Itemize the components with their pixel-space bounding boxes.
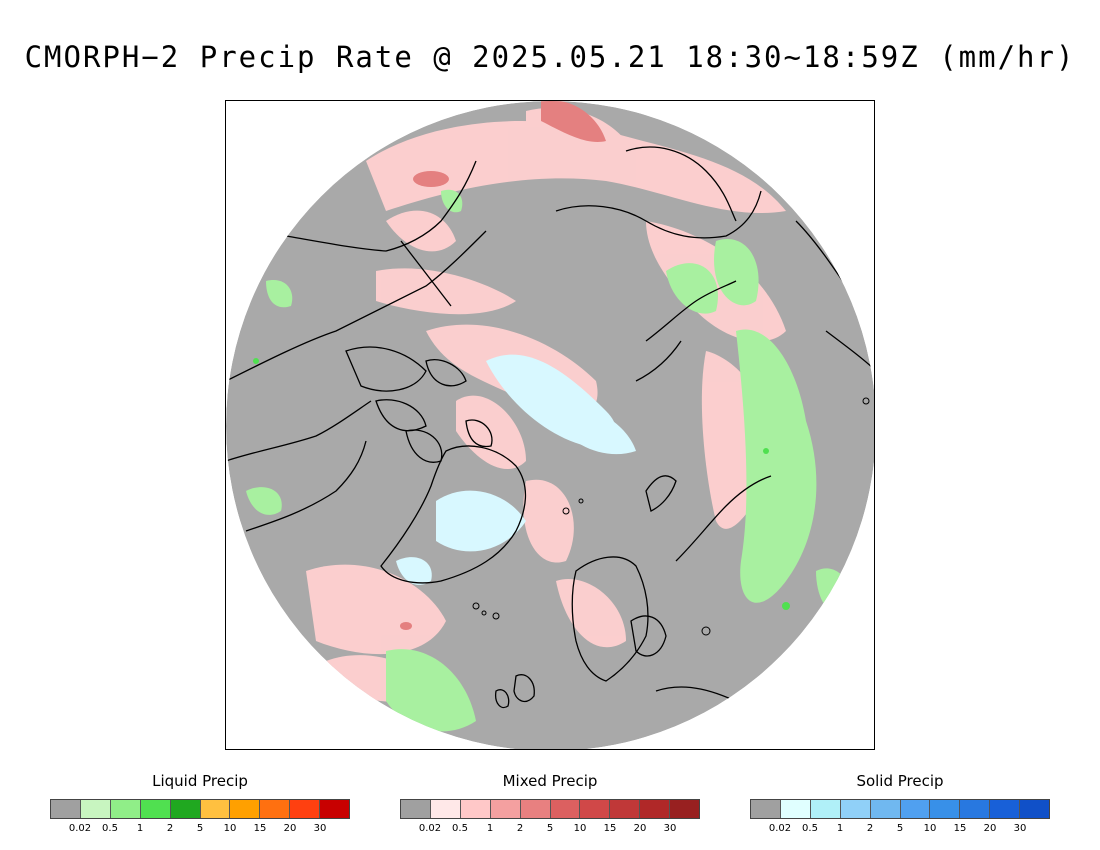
legend-solid-tick-5: 10 (923, 823, 937, 834)
legend-liquid-swatch-6 (230, 800, 261, 818)
legend-bar-mixed (400, 799, 700, 819)
island-outlines (472, 397, 870, 636)
liquid-precip-moderate (253, 358, 790, 610)
legend-mixed-swatch-0 (401, 800, 431, 818)
legend-bar-liquid (50, 799, 350, 819)
legend-liquid-swatch-8 (290, 800, 321, 818)
legend-solid-swatch-1 (780, 800, 811, 818)
legend-mixed-swatch-7 (610, 800, 641, 818)
legend-solid-tick-3: 2 (866, 823, 874, 834)
legend-ticks-mixed: 0.02 0.5 1 2 5 10 15 20 30 (400, 823, 700, 837)
legend-solid-swatch-6 (930, 800, 961, 818)
legend-mixed-tick-8: 30 (663, 823, 677, 834)
liquid-precip-areas (246, 189, 849, 732)
legend-bar-solid (750, 799, 1050, 819)
legend-liquid-tick-1: 0.5 (102, 823, 118, 834)
legend-title-solid: Solid Precip (856, 772, 944, 790)
legend-solid-swatch-2 (810, 800, 841, 818)
legend-solid-swatch-0 (751, 800, 781, 818)
legend-mixed-swatch-8 (640, 800, 671, 818)
legend-liquid-tick-3: 2 (166, 823, 174, 834)
legend-liquid-swatch-7 (260, 800, 291, 818)
legend-mixed-swatch-3 (490, 800, 521, 818)
legend-solid-tick-8: 30 (1013, 823, 1027, 834)
legend-solid-swatch-3 (840, 800, 871, 818)
legend-mixed-tick-4: 5 (546, 823, 554, 834)
legend-mixed-tick-5: 10 (573, 823, 587, 834)
legend-solid-swatch-5 (900, 800, 931, 818)
legend-liquid-tick-5: 10 (223, 823, 237, 834)
legend-mixed-swatch-5 (550, 800, 581, 818)
legend-liquid-swatch-0 (51, 800, 81, 818)
legend-liquid-swatch-5 (200, 800, 231, 818)
legend-solid-tick-6: 15 (953, 823, 967, 834)
legend-mixed-swatch-1 (430, 800, 461, 818)
legend-solid-swatch-8 (990, 800, 1021, 818)
legend-ticks-solid: 0.02 0.5 1 2 5 10 15 20 30 (750, 823, 1050, 837)
legend-mixed-swatch-6 (580, 800, 611, 818)
legend-liquid-swatch-9 (320, 800, 350, 818)
legend-liquid-tick-0: 0.02 (68, 823, 92, 834)
legend-solid-swatch-4 (870, 800, 901, 818)
legend-mixed-tick-7: 20 (633, 823, 647, 834)
legend-solid-swatch-7 (960, 800, 991, 818)
legend-title-liquid: Liquid Precip (152, 772, 248, 790)
mixed-precip-areas (306, 107, 786, 702)
legend-solid-tick-0: 0.02 (768, 823, 792, 834)
map-frame (225, 100, 875, 750)
legend-solid-tick-7: 20 (983, 823, 997, 834)
polar-map (226, 101, 874, 749)
solid-precip-areas (396, 354, 636, 585)
legend-liquid-swatch-4 (170, 800, 201, 818)
legend-solid-swatch-9 (1020, 800, 1050, 818)
legend-liquid-tick-6: 15 (253, 823, 267, 834)
legend-mixed-swatch-4 (520, 800, 551, 818)
legend-liquid-tick-8: 30 (313, 823, 327, 834)
legend-mixed-tick-0: 0.02 (418, 823, 442, 834)
legend-liquid-swatch-3 (140, 800, 171, 818)
legend-liquid-swatch-2 (110, 800, 141, 818)
legend-solid-tick-2: 1 (836, 823, 844, 834)
legend-mixed-tick-3: 2 (516, 823, 524, 834)
legend-liquid-tick-2: 1 (136, 823, 144, 834)
legend-solid-tick-4: 5 (896, 823, 904, 834)
legend-title-mixed: Mixed Precip (502, 772, 598, 790)
legend-mixed-tick-6: 15 (603, 823, 617, 834)
legend-mixed-swatch-2 (460, 800, 491, 818)
legend-solid-tick-1: 0.5 (802, 823, 818, 834)
legend-mixed-tick-1: 0.5 (452, 823, 468, 834)
legend-liquid-tick-4: 5 (196, 823, 204, 834)
legend-mixed-swatch-9 (670, 800, 700, 818)
map-title: CMORPH−2 Precip Rate @ 2025.05.21 18:30~… (24, 40, 1076, 74)
legend-liquid-swatch-1 (80, 800, 111, 818)
legend-ticks-liquid: 0.02 0.5 1 2 5 10 15 20 30 (50, 823, 350, 837)
legend-mixed-tick-2: 1 (486, 823, 494, 834)
legend-liquid-tick-7: 20 (283, 823, 297, 834)
